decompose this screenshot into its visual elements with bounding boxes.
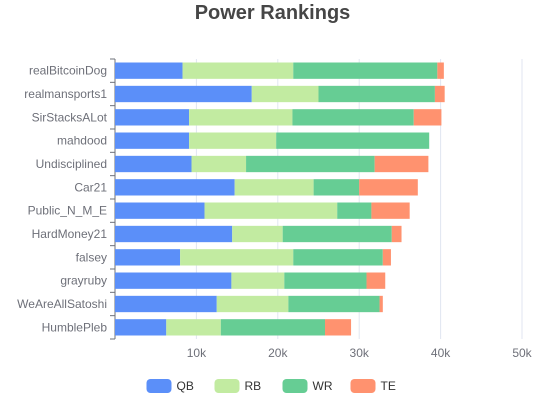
bar-rb-8[interactable] [180, 249, 294, 266]
bar-wr-6[interactable] [337, 202, 372, 219]
bar-qb-11[interactable] [115, 319, 167, 336]
bar-rb-10[interactable] [216, 295, 289, 313]
legend-label-qb[interactable]: QB [177, 379, 194, 393]
bar-wr-9[interactable] [284, 272, 367, 289]
y-tick-label: HardMoney21 [32, 227, 108, 241]
legend-label-wr[interactable]: WR [313, 379, 333, 393]
bar-rb-0[interactable] [182, 62, 294, 79]
bar-wr-3[interactable] [276, 132, 430, 149]
bar-te-0[interactable] [437, 62, 444, 79]
bar-rb-6[interactable] [204, 202, 338, 219]
chart-title: Power Rankings [194, 2, 351, 24]
legend-swatch-wr[interactable] [282, 379, 308, 393]
legend-swatch-te[interactable] [350, 379, 376, 393]
y-tick-label: realBitcoinDog [29, 64, 107, 78]
y-tick-label: Public_N_M_E [28, 204, 107, 218]
y-tick-label: Undisciplined [36, 157, 107, 171]
bar-te-11[interactable] [325, 319, 352, 336]
x-tick-label: 30k [350, 346, 370, 360]
bar-wr-2[interactable] [292, 109, 414, 126]
bar-qb-3[interactable] [115, 132, 190, 149]
bar-te-2[interactable] [413, 109, 442, 126]
bar-wr-7[interactable] [282, 225, 392, 243]
x-tick-label: 50k [512, 346, 532, 360]
x-tick-label: 10k [187, 346, 207, 360]
bar-te-10[interactable] [379, 295, 383, 313]
y-tick-label: grayruby [60, 274, 107, 288]
legend-label-te[interactable]: TE [381, 379, 396, 393]
bar-te-7[interactable] [391, 225, 402, 243]
bar-qb-1[interactable] [115, 85, 252, 103]
bar-qb-6[interactable] [115, 202, 205, 219]
bar-te-5[interactable] [359, 179, 418, 196]
y-tick-label: realmansports1 [24, 87, 107, 101]
bar-te-1[interactable] [434, 85, 445, 103]
y-tick-label: Car21 [74, 180, 107, 194]
bar-qb-2[interactable] [115, 109, 190, 126]
bar-qb-4[interactable] [115, 155, 192, 173]
bar-wr-11[interactable] [220, 319, 326, 336]
bar-rb-5[interactable] [234, 179, 314, 196]
bar-wr-0[interactable] [293, 62, 438, 79]
bar-qb-7[interactable] [115, 225, 233, 243]
y-tick-label: SirStacksALot [32, 110, 108, 124]
bar-rb-7[interactable] [232, 225, 283, 243]
y-tick-label: HumblePleb [42, 320, 108, 334]
bar-rb-2[interactable] [189, 109, 293, 126]
bar-qb-9[interactable] [115, 272, 232, 289]
y-tick-label: WeAreAllSatoshi [17, 297, 107, 311]
x-tick-label: 40k [431, 346, 451, 360]
y-tick-label: falsey [76, 250, 107, 264]
bar-wr-1[interactable] [318, 85, 435, 103]
bar-wr-5[interactable] [313, 179, 360, 196]
x-tick-label: 20k [268, 346, 288, 360]
bar-te-4[interactable] [374, 155, 429, 173]
y-tick-label: mahdood [57, 134, 107, 148]
legend-swatch-qb[interactable] [146, 379, 172, 393]
bar-te-8[interactable] [382, 249, 391, 266]
bar-qb-8[interactable] [115, 249, 181, 266]
bar-wr-10[interactable] [288, 295, 380, 313]
bar-rb-3[interactable] [189, 132, 277, 149]
legend-swatch-rb[interactable] [214, 379, 240, 393]
legend-label-rb[interactable]: RB [245, 379, 262, 393]
bar-te-6[interactable] [371, 202, 410, 219]
bar-qb-0[interactable] [115, 62, 183, 79]
bar-qb-10[interactable] [115, 295, 217, 313]
bar-wr-8[interactable] [293, 249, 383, 266]
bar-rb-4[interactable] [191, 155, 247, 173]
bar-rb-1[interactable] [251, 85, 319, 103]
bar-wr-4[interactable] [246, 155, 375, 173]
bar-rb-9[interactable] [231, 272, 285, 289]
bar-qb-5[interactable] [115, 179, 235, 196]
bar-rb-11[interactable] [166, 319, 221, 336]
bar-te-9[interactable] [366, 272, 386, 289]
